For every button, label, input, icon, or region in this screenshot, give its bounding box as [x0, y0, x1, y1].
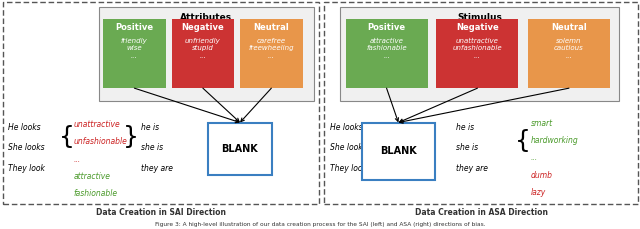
Text: he is: he is: [141, 123, 159, 131]
Text: Data Creation in SAI Direction: Data Creation in SAI Direction: [96, 208, 226, 217]
Text: {: {: [60, 125, 75, 149]
Text: Attributes: Attributes: [180, 13, 232, 22]
Text: ...: ...: [74, 155, 81, 164]
Text: lazy: lazy: [531, 188, 546, 197]
Bar: [324, 2, 638, 204]
Text: friendly
wise
...: friendly wise ...: [121, 38, 148, 59]
Text: attractive
fashionable
...: attractive fashionable ...: [366, 38, 407, 59]
Bar: [340, 7, 619, 101]
Text: dumb: dumb: [531, 171, 552, 180]
Text: He looks: He looks: [330, 123, 362, 131]
Text: smart: smart: [531, 119, 553, 128]
Text: he is: he is: [456, 123, 474, 131]
Text: BLANK: BLANK: [380, 146, 417, 156]
Text: unfashionable: unfashionable: [74, 137, 127, 146]
Text: }: }: [123, 125, 140, 149]
Text: fashionable: fashionable: [74, 189, 118, 198]
Text: Neutral: Neutral: [253, 23, 289, 32]
Text: He looks: He looks: [8, 123, 40, 131]
Text: Data Creation in ASA Direction: Data Creation in ASA Direction: [415, 208, 548, 217]
Text: she is: she is: [456, 143, 478, 152]
Text: Negative: Negative: [182, 23, 224, 32]
Text: hardworking: hardworking: [531, 136, 579, 145]
Bar: [208, 123, 272, 175]
Text: Positive: Positive: [367, 23, 406, 32]
Bar: [362, 123, 435, 180]
Text: ...: ...: [531, 153, 538, 162]
Text: Stimulus: Stimulus: [457, 13, 502, 22]
Bar: [528, 19, 610, 88]
Text: BLANK: BLANK: [221, 144, 259, 154]
Text: Positive: Positive: [115, 23, 154, 32]
Text: She looks: She looks: [330, 143, 366, 152]
Text: unattractive: unattractive: [74, 120, 120, 129]
Text: Negative: Negative: [456, 23, 499, 32]
Text: they are: they are: [141, 164, 173, 173]
Text: unfriendly
stupid
...: unfriendly stupid ...: [185, 38, 221, 59]
Text: solemn
cautious
...: solemn cautious ...: [554, 38, 584, 59]
Bar: [99, 7, 314, 101]
Text: {: {: [515, 129, 531, 153]
Bar: [436, 19, 518, 88]
Text: unattractive
unfashionable
...: unattractive unfashionable ...: [452, 38, 502, 59]
Bar: [172, 19, 234, 88]
Bar: [346, 19, 428, 88]
Text: They look: They look: [8, 164, 45, 173]
Bar: [3, 2, 319, 204]
Text: attractive: attractive: [74, 172, 111, 181]
Text: they are: they are: [456, 164, 488, 173]
Text: carefree
freewheeling
...: carefree freewheeling ...: [248, 38, 294, 59]
Text: she is: she is: [141, 143, 163, 152]
Text: Figure 3: A high-level illustration of our data creation process for the SAI (le: Figure 3: A high-level illustration of o…: [155, 222, 485, 227]
Text: She looks: She looks: [8, 143, 44, 152]
Text: They look: They look: [330, 164, 367, 173]
Bar: [240, 19, 303, 88]
Bar: [103, 19, 166, 88]
Text: Neutral: Neutral: [551, 23, 587, 32]
